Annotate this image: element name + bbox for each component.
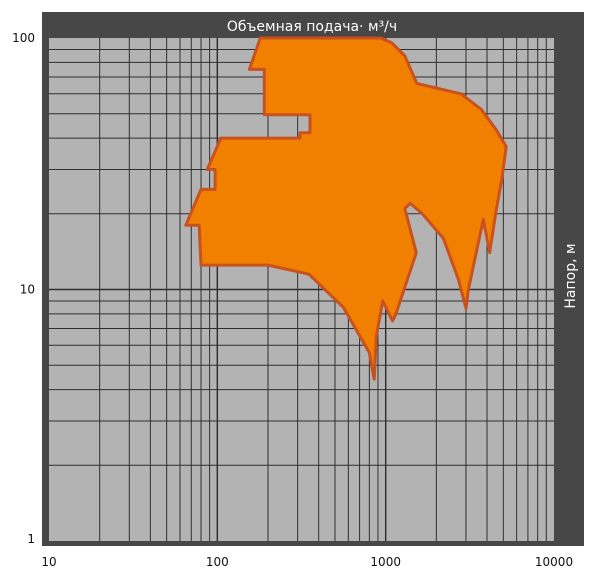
x-tick-label-10000: 10000 — [535, 555, 573, 569]
x-tick-label-10: 10 — [41, 555, 56, 569]
x-tick-label-100: 100 — [206, 555, 229, 569]
operating-range-area-1 — [184, 36, 508, 381]
y-tick-label-10: 10 — [20, 283, 35, 297]
tick-labels: 10 100 1000 10000 100 10 1 — [12, 31, 573, 569]
series-layer — [184, 36, 508, 381]
x-tick-label-1000: 1000 — [370, 555, 401, 569]
x-axis-title: Объемная подача· м³/ч — [227, 19, 397, 35]
y-tick-label-1: 1 — [27, 532, 35, 546]
y-tick-label-100: 100 — [12, 31, 35, 45]
y-axis-title: Напор, м — [563, 243, 579, 308]
